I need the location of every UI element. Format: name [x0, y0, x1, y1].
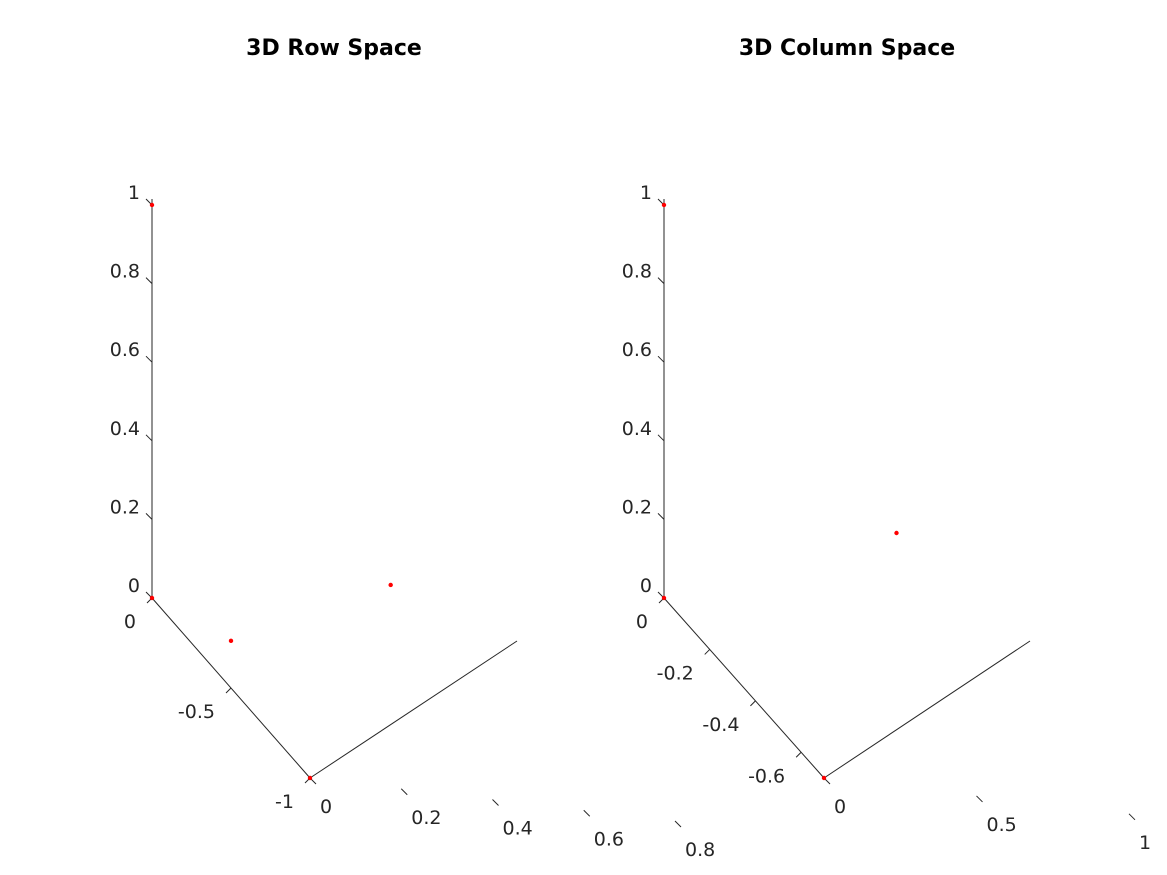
y-tick-label: 0.2 [411, 807, 441, 829]
z-tick-mark [657, 277, 665, 284]
x-tick-mark [225, 687, 232, 694]
z-tick-mark [145, 434, 153, 442]
data-point [307, 775, 313, 781]
z-tick-label: 0.4 [622, 418, 652, 440]
chart-title: 3D Column Space [739, 36, 955, 61]
data-point [228, 638, 234, 644]
x-tick-label: -0.6 [748, 765, 785, 787]
data-point [894, 530, 899, 536]
y-tick-label: 1 [1139, 832, 1151, 854]
x-tick-mark [795, 751, 802, 758]
z-tick-mark [657, 355, 665, 363]
y-tick-label: 0.8 [685, 839, 715, 861]
z-tick-mark [145, 277, 153, 284]
x-tick-label: 0 [124, 611, 136, 633]
z-tick-label: 0.2 [622, 496, 652, 518]
data-point [661, 202, 667, 208]
data-point [821, 775, 827, 781]
z-tick-mark [657, 513, 665, 520]
data-point [149, 202, 155, 208]
y-tick-mark [1128, 813, 1136, 821]
z-tick-label: 0 [128, 575, 140, 597]
data-point [149, 595, 155, 601]
data-point [388, 582, 393, 588]
y-tick-mark [400, 788, 408, 796]
z-tick-label: 0.2 [110, 496, 140, 518]
y-tick-mark [976, 795, 983, 803]
x-tick-mark [750, 700, 756, 707]
x-tick-label: -0.2 [657, 662, 694, 684]
y-axis-line [309, 640, 518, 779]
y-tick-label: 0 [320, 796, 332, 818]
x-tick-label: -0.5 [178, 701, 215, 723]
z-tick-label: 0 [640, 575, 652, 597]
y-tick-label: 0.6 [594, 828, 624, 850]
z-tick-label: 0.6 [110, 339, 140, 361]
y-tick-label: 0.5 [987, 814, 1017, 836]
y-tick-label: 0 [834, 796, 846, 818]
column-space-panel: 3D Column Space 0 0.2 0.4 0.6 0.8 1 -0.6 -0.4 -0… [622, 36, 1151, 854]
y-tick-mark [674, 820, 682, 828]
z-tick-label: 1 [640, 182, 652, 204]
x-tick-mark [704, 649, 711, 655]
row-space-panel: 3D Row Space 0 0.2 0.4 0.6 0.8 1 -1 -0.5 0 0 0.2 0.… [110, 36, 715, 861]
z-tick-label: 0.4 [110, 418, 140, 440]
z-tick-label: 0.8 [622, 261, 652, 283]
y-axis-line [823, 640, 1031, 779]
x-tick-label: -0.4 [702, 714, 739, 736]
data-point [661, 595, 667, 601]
x-tick-label: -1 [275, 791, 294, 813]
x-tick-label: 0 [636, 611, 648, 633]
y-tick-mark [492, 799, 499, 806]
z-tick-mark [145, 513, 153, 520]
y-tick-label: 0.4 [503, 818, 533, 840]
z-tick-label: 0.8 [110, 261, 140, 283]
z-tick-mark [145, 355, 153, 363]
chart-title: 3D Row Space [246, 36, 422, 61]
z-tick-mark [657, 434, 665, 442]
z-tick-label: 1 [128, 182, 140, 204]
x-axis-line [663, 597, 825, 779]
z-tick-label: 0.6 [622, 339, 652, 361]
y-tick-mark [583, 809, 591, 817]
